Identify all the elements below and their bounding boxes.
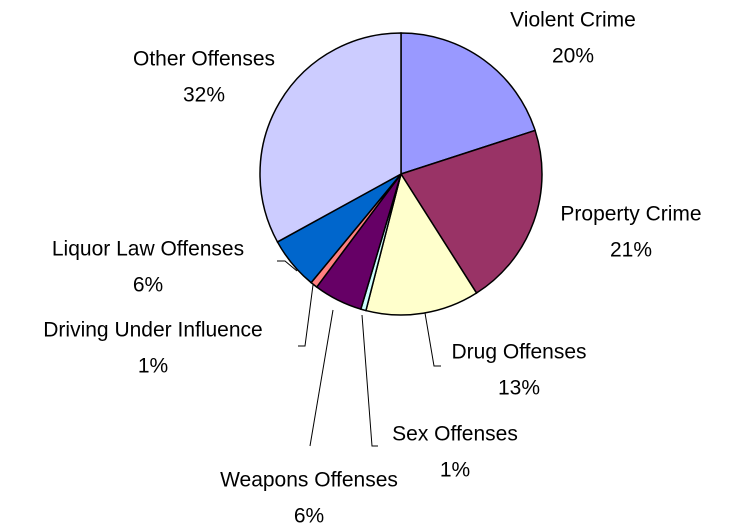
- slice-label-property-crime: Property Crime: [560, 203, 701, 226]
- slice-label-violent-crime: Violent Crime: [510, 9, 636, 32]
- slice-percent-other-offenses: 32%: [183, 84, 225, 107]
- leader-line-drug-offenses: [424, 312, 441, 367]
- pie-slice-other-offenses: [259, 32, 402, 243]
- pie-slices: [259, 32, 543, 316]
- slice-label-liquor-law-offenses: Liquor Law Offenses: [52, 238, 244, 261]
- slice-label-drug-offenses: Drug Offenses: [451, 341, 586, 364]
- slice-percent-liquor-law-offenses: 6%: [133, 274, 163, 297]
- leader-line-liquor-law-offenses: [277, 260, 298, 272]
- slice-label-sex-offenses: Sex Offenses: [392, 423, 518, 446]
- slice-label-driving-under-influence: Driving Under Influence: [43, 319, 262, 342]
- pie-slice-drug-offenses: [365, 172, 478, 316]
- pie-slice-property-crime: [399, 129, 543, 295]
- slice-percent-sex-offenses: 1%: [440, 459, 470, 482]
- leader-lines: [277, 260, 441, 447]
- slice-percent-drug-offenses: 13%: [498, 377, 540, 400]
- slice-label-other-offenses: Other Offenses: [133, 48, 275, 71]
- slice-percent-violent-crime: 20%: [552, 45, 594, 68]
- slice-percent-weapons-offenses: 6%: [294, 505, 324, 525]
- slice-labels: Violent Crime 20% Property Crime 21% Drug Of…: [43, 9, 701, 525]
- slice-percent-driving-under-influence: 1%: [138, 355, 168, 378]
- pie-slice-violent-crime: [400, 32, 537, 176]
- slice-percent-property-crime: 21%: [610, 239, 652, 262]
- leader-line-driving-under-influence: [298, 284, 314, 347]
- leader-line-sex-offenses: [361, 314, 378, 447]
- slice-label-weapons-offenses: Weapons Offenses: [220, 469, 398, 492]
- leader-line-weapons-offenses: [309, 309, 334, 447]
